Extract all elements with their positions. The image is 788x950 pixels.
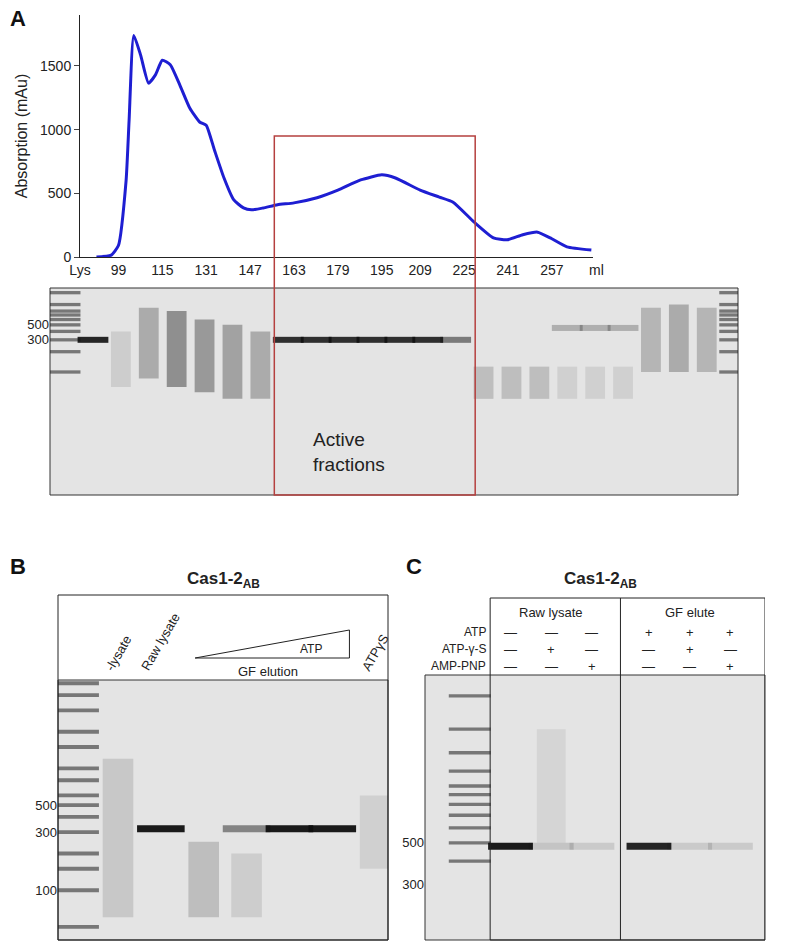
svg-text:+: + <box>547 642 555 657</box>
svg-text:ATP: ATP <box>300 642 322 656</box>
svg-text:257: 257 <box>540 262 564 278</box>
svg-text:Cas1-2​AB​: Cas1-2​AB​ <box>564 569 637 591</box>
svg-text:Absorption (mAu): Absorption (mAu) <box>13 74 30 198</box>
svg-text:+: + <box>588 659 596 674</box>
svg-text:—: — <box>545 625 558 640</box>
svg-text:GF elute: GF elute <box>665 605 715 620</box>
svg-text:GF elution: GF elution <box>238 664 298 679</box>
svg-text:163: 163 <box>282 262 306 278</box>
svg-text:—: — <box>724 642 737 657</box>
svg-text:-lysate: -lysate <box>102 633 134 674</box>
svg-text:300: 300 <box>402 877 424 892</box>
svg-text:300: 300 <box>27 332 49 347</box>
svg-text:300: 300 <box>35 825 57 840</box>
svg-text:500: 500 <box>402 835 424 850</box>
svg-text:131: 131 <box>195 262 219 278</box>
svg-text:C: C <box>406 554 422 579</box>
svg-text:+: + <box>726 659 734 674</box>
svg-text:241: 241 <box>496 262 520 278</box>
svg-text:147: 147 <box>238 262 262 278</box>
svg-text:+: + <box>686 642 694 657</box>
svg-text:Lys: Lys <box>69 262 90 278</box>
svg-text:Cas1-2​AB​: Cas1-2​AB​ <box>187 569 260 591</box>
svg-text:—: — <box>642 659 655 674</box>
svg-text:Raw lysate: Raw lysate <box>138 610 183 673</box>
svg-text:209: 209 <box>408 262 432 278</box>
svg-text:1500: 1500 <box>40 58 71 74</box>
svg-text:ATPγS: ATPγS <box>359 632 392 674</box>
svg-text:500: 500 <box>27 317 49 332</box>
svg-text:Raw lysate: Raw lysate <box>519 605 583 620</box>
svg-text:AMP-PNP: AMP-PNP <box>431 659 486 673</box>
svg-text:—: — <box>683 659 696 674</box>
svg-text:Activefractions: Activefractions <box>313 429 385 475</box>
svg-text:100: 100 <box>35 883 57 898</box>
svg-text:—: — <box>585 625 598 640</box>
svg-text:—: — <box>642 642 655 657</box>
svg-text:—: — <box>504 659 517 674</box>
svg-text:195: 195 <box>370 262 394 278</box>
svg-text:—: — <box>504 642 517 657</box>
svg-text:—: — <box>504 625 517 640</box>
svg-text:1000: 1000 <box>40 122 71 138</box>
svg-text:—: — <box>545 659 558 674</box>
svg-text:115: 115 <box>151 262 174 278</box>
svg-text:ATP: ATP <box>464 625 486 639</box>
svg-text:—: — <box>585 642 598 657</box>
svg-text:A: A <box>10 6 26 31</box>
svg-text:+: + <box>645 625 653 640</box>
svg-text:+: + <box>686 625 694 640</box>
svg-text:0: 0 <box>63 249 71 265</box>
svg-text:500: 500 <box>35 798 57 813</box>
svg-text:225: 225 <box>452 262 476 278</box>
svg-text:99: 99 <box>111 262 127 278</box>
svg-text:+: + <box>726 625 734 640</box>
svg-text:ATP-γ-S: ATP-γ-S <box>442 642 486 656</box>
svg-text:179: 179 <box>326 262 350 278</box>
svg-text:B: B <box>10 554 26 579</box>
svg-text:ml: ml <box>589 262 604 278</box>
svg-text:500: 500 <box>48 185 72 201</box>
